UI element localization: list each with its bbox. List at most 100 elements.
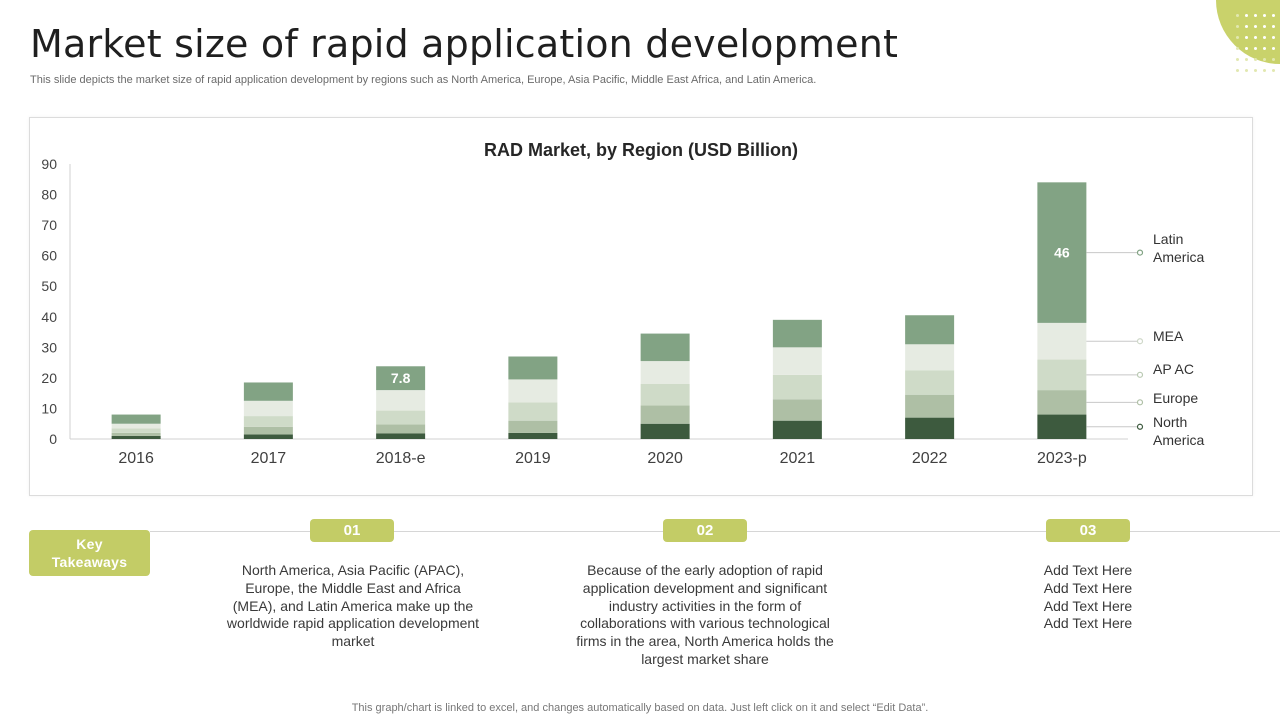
bar-segment — [905, 370, 955, 395]
corner-dot — [1254, 69, 1257, 72]
bar-segment — [508, 420, 558, 433]
corner-dot — [1272, 25, 1275, 28]
takeaway-badge-2: 02 — [663, 519, 747, 542]
y-tick-label: 10 — [41, 400, 57, 416]
bar-segment — [111, 414, 161, 424]
takeaway-text-2: Because of the early adoption of rapid a… — [576, 562, 834, 667]
legend-marker — [1136, 249, 1144, 256]
legend-label-line: North — [1153, 414, 1187, 430]
page-title: Market size of rapid application develop… — [30, 22, 899, 66]
corner-dot — [1272, 58, 1275, 61]
corner-dot — [1236, 69, 1239, 72]
y-tick-label: 70 — [41, 217, 57, 233]
bar-segment — [508, 356, 558, 380]
takeaway-badge-3: 03 — [1046, 519, 1130, 542]
data-label: 46 — [1054, 245, 1070, 261]
corner-dot — [1236, 47, 1239, 50]
bar-segment — [1037, 414, 1087, 439]
bar-segment — [243, 382, 293, 401]
corner-dot — [1263, 36, 1266, 39]
bar-segment — [243, 400, 293, 417]
bar-segment — [508, 379, 558, 403]
legend-label-line: America — [1153, 249, 1205, 265]
legend-label: North America — [1153, 414, 1205, 448]
corner-arc-shape — [1216, 0, 1280, 64]
bar-segment — [376, 433, 426, 439]
legend-marker — [1136, 338, 1144, 345]
corner-dot — [1245, 14, 1248, 17]
x-tick-label: 2022 — [912, 450, 948, 467]
takeaway-text-3: Add Text Here Add Text Here Add Text Her… — [1043, 562, 1133, 632]
corner-dot — [1263, 25, 1266, 28]
x-tick-label: 2020 — [647, 450, 683, 467]
chart-container[interactable]: RAD Market, by Region (USD Billion) 0 10 20… — [29, 117, 1253, 496]
corner-dot — [1236, 36, 1239, 39]
bar-segment — [508, 402, 558, 421]
x-tick-label: 2019 — [515, 450, 551, 467]
corner-dot — [1272, 14, 1275, 17]
y-tick-label: 40 — [41, 309, 57, 325]
corner-dot — [1236, 14, 1239, 17]
key-takeaways-text: Key Takeaways — [51, 536, 128, 570]
corner-dot — [1263, 69, 1266, 72]
bar-segment — [1037, 322, 1087, 360]
bar-segment — [508, 432, 558, 439]
y-tick-label: 50 — [41, 278, 57, 294]
bar-segment — [640, 405, 690, 424]
corner-dot — [1245, 69, 1248, 72]
corner-dot — [1254, 36, 1257, 39]
bar-segment — [640, 423, 690, 439]
takeaway-badge-1: 01 — [310, 519, 394, 542]
corner-dot — [1245, 47, 1248, 50]
corner-dot — [1254, 25, 1257, 28]
corner-dot — [1236, 58, 1239, 61]
legend-label-line: Latin — [1153, 231, 1183, 247]
bar-segment — [1037, 390, 1087, 415]
x-tick-label: 2016 — [118, 450, 154, 467]
x-tick-label: 2021 — [780, 450, 816, 467]
bar-segment — [905, 344, 955, 371]
legend-label: AP AC — [1153, 361, 1194, 377]
bar-segment — [772, 420, 822, 439]
corner-dot — [1272, 69, 1275, 72]
legend-marker — [1136, 371, 1144, 378]
bar-segment — [376, 366, 426, 391]
bar-segment — [905, 417, 955, 439]
corner-dot — [1272, 36, 1275, 39]
corner-dot — [1245, 25, 1248, 28]
bar-segment — [1037, 359, 1087, 391]
bar-segment — [243, 434, 293, 439]
bar-segment — [111, 428, 161, 433]
key-takeaways-label: Key Takeaways — [29, 530, 150, 576]
corner-dot — [1245, 58, 1248, 61]
bar-segment — [905, 394, 955, 418]
bar-segment — [772, 374, 822, 400]
data-label: 7.8 — [391, 370, 411, 386]
x-tick-label: 2017 — [251, 450, 287, 467]
bar-segment — [772, 347, 822, 375]
bar-segment — [376, 410, 426, 425]
y-tick-label: 30 — [41, 339, 57, 355]
bar-segment — [111, 432, 161, 436]
y-tick-label: 20 — [41, 370, 57, 386]
corner-dot — [1254, 58, 1257, 61]
bar-segment — [243, 426, 293, 435]
x-tick-label: 2023-p — [1037, 450, 1087, 467]
y-tick-label: 0 — [49, 431, 57, 447]
bar-segment — [1037, 182, 1087, 323]
bar-segment — [640, 333, 690, 362]
corner-dot — [1254, 14, 1257, 17]
y-tick-label: 80 — [41, 187, 57, 203]
legend-label: MEA — [1153, 328, 1184, 344]
y-tick-label: 90 — [41, 156, 57, 172]
corner-dot — [1263, 14, 1266, 17]
corner-dot — [1254, 47, 1257, 50]
corner-dot — [1263, 47, 1266, 50]
corner-dot — [1236, 25, 1239, 28]
takeaway-text-1: North America, Asia Pacific (APAC), Euro… — [226, 562, 480, 650]
bar-segment — [640, 384, 690, 406]
corner-dot — [1245, 36, 1248, 39]
legend-marker — [1136, 399, 1144, 406]
legend-label: Europe — [1153, 390, 1198, 406]
bar-segment — [111, 435, 161, 439]
